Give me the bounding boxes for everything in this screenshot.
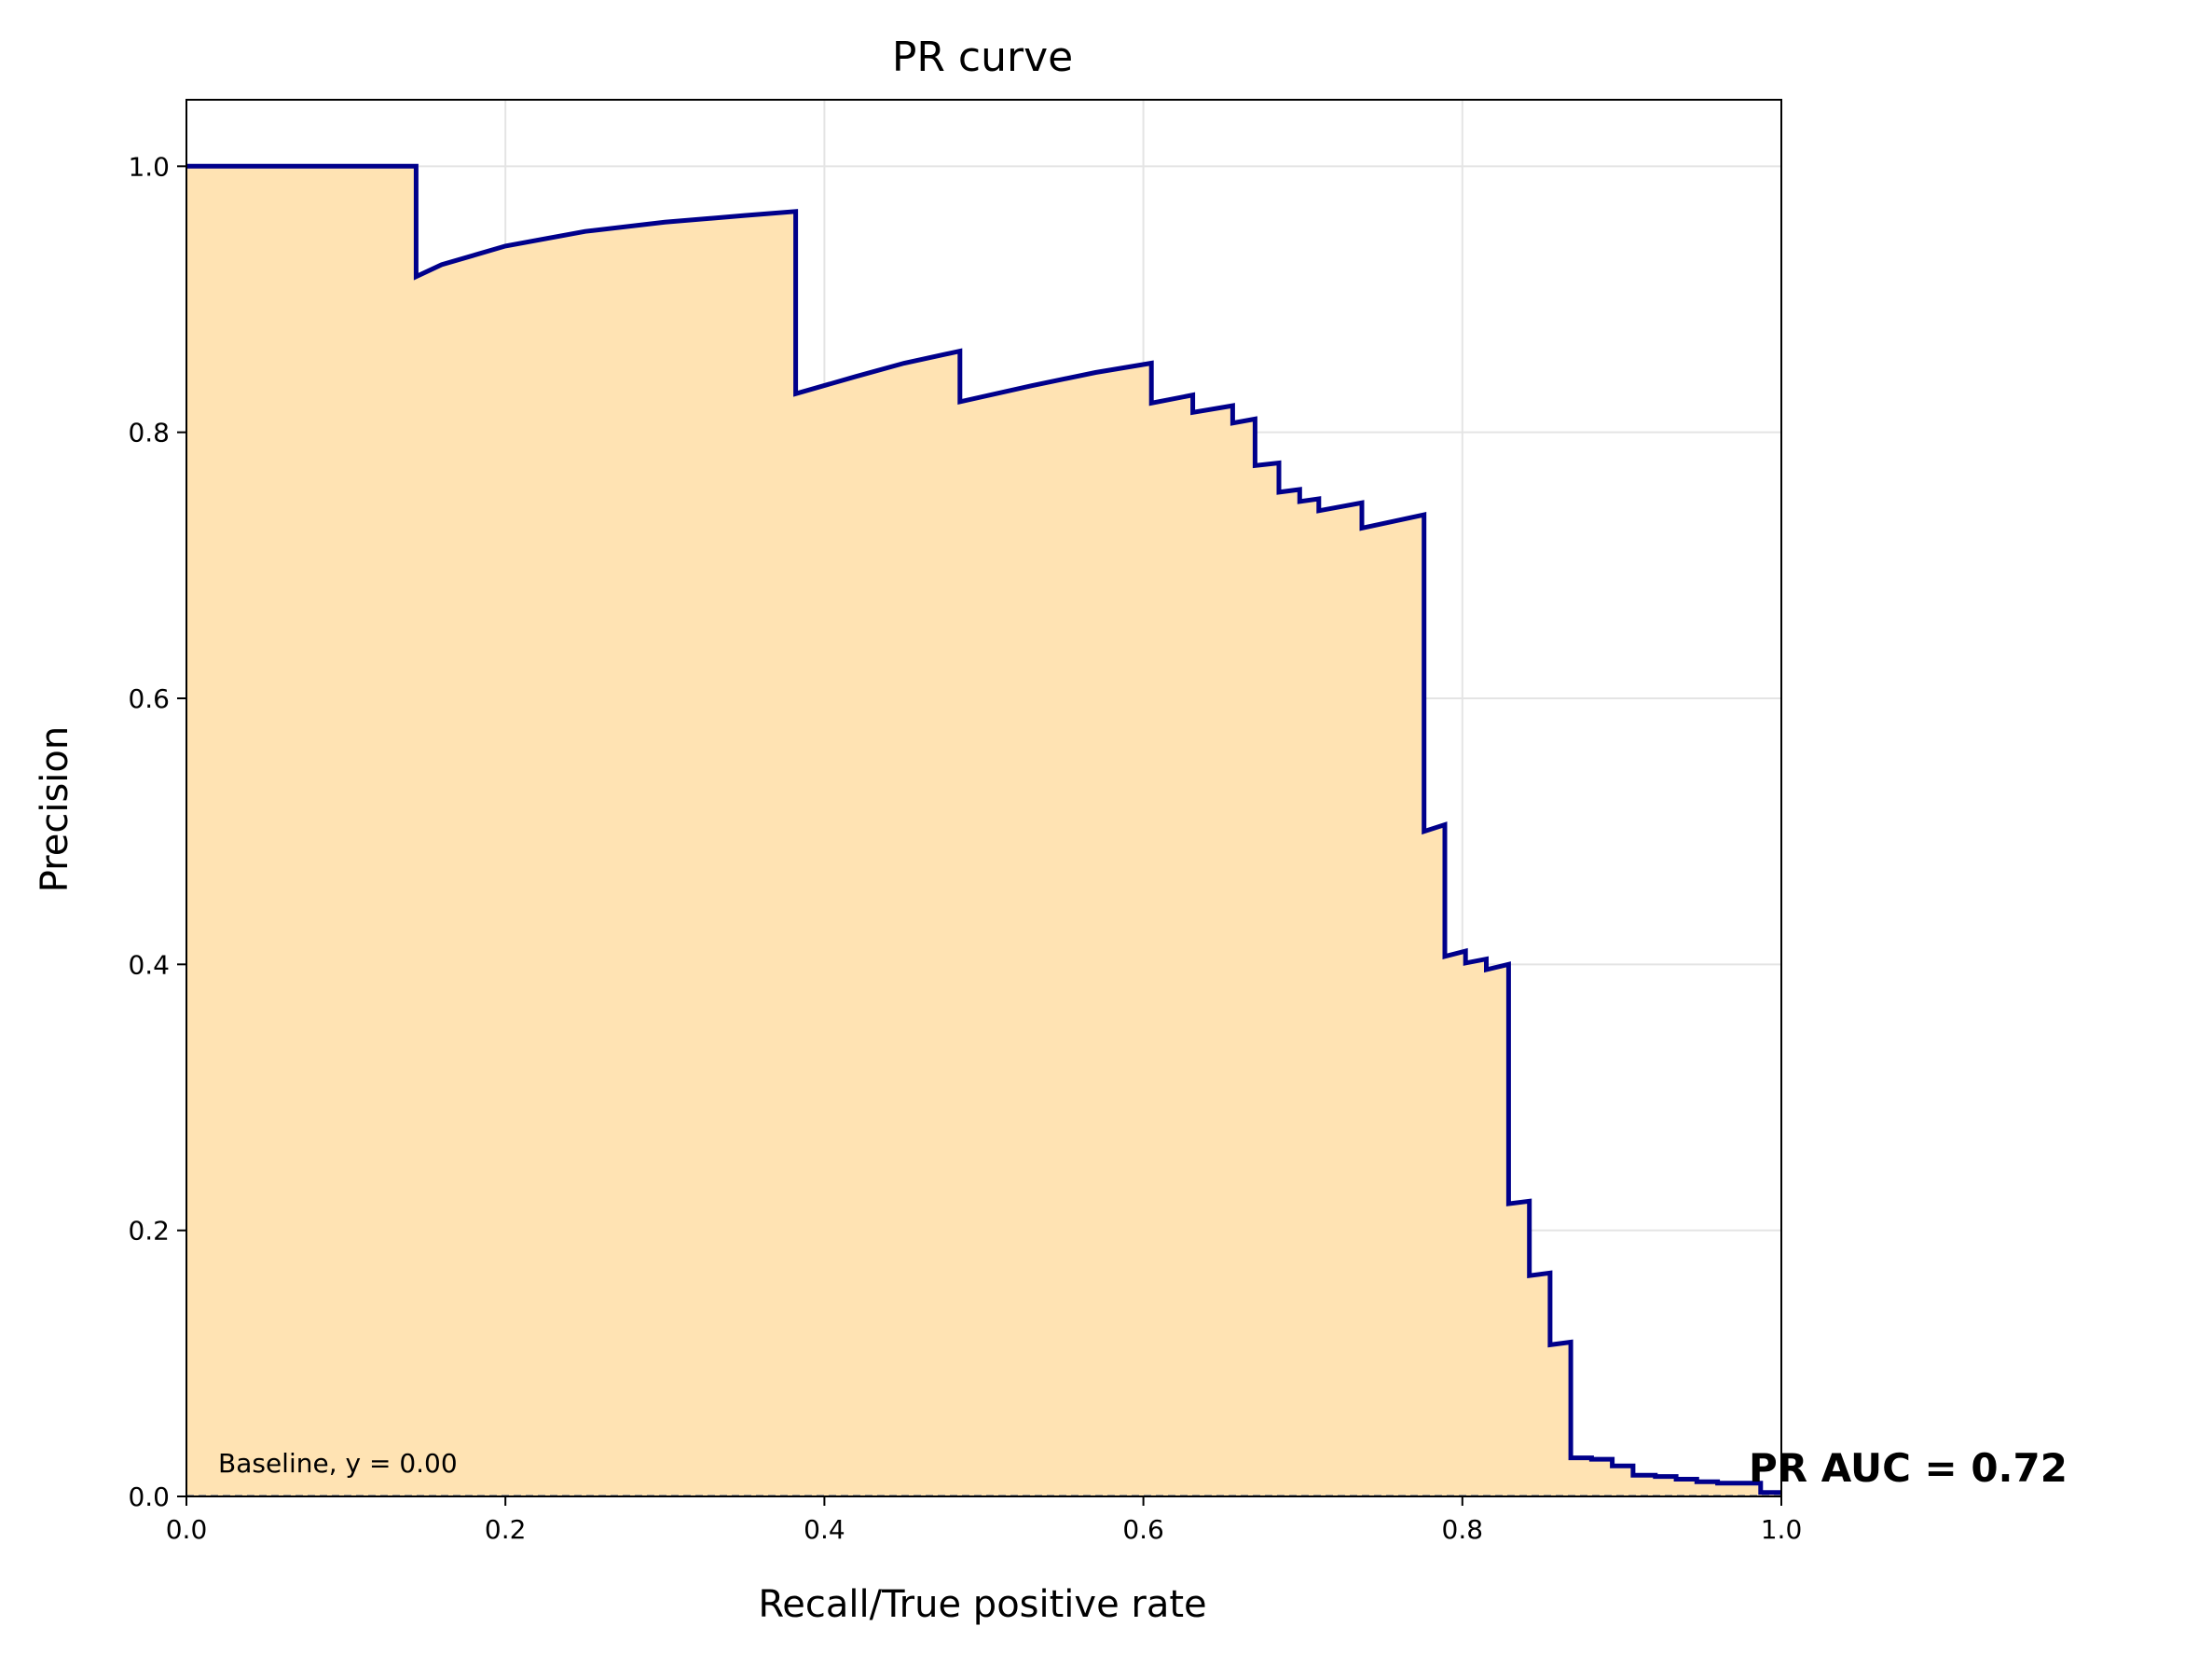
y-axis-label: Precision [34,726,76,892]
baseline-label: Baseline, y = 0.00 [218,1448,458,1479]
x-tick-label: 0.0 [166,1514,208,1545]
axes-frame [185,99,1782,1497]
y-tick-label: 1.0 [128,151,170,182]
chart-title: PR curve [892,34,1073,81]
pr-curve-line [186,163,1781,1495]
x-tick-label: 0.2 [485,1514,527,1545]
y-tick-label: 0.8 [128,418,170,448]
x-tick-label: 0.6 [1122,1514,1164,1545]
x-tick-label: 0.4 [804,1514,845,1545]
y-tick-label: 0.0 [128,1482,170,1512]
x-tick-label: 0.8 [1442,1514,1484,1545]
x-axis-label: Recall/True positive rate [758,1583,1206,1626]
x-tick-label: 1.0 [1761,1514,1803,1545]
area-under-curve [186,166,1781,1496]
axis-ticks: 0.0 0.2 0.4 0.6 0.8 1.0 0.0 0.2 0.4 0.6 0.8 1.0 [128,151,1802,1545]
pr-auc-annotation: PR AUC = 0.72 [1749,1445,2068,1491]
y-tick-label: 0.4 [128,949,170,980]
y-tick-label: 0.6 [128,683,170,714]
y-tick-label: 0.2 [128,1216,170,1247]
